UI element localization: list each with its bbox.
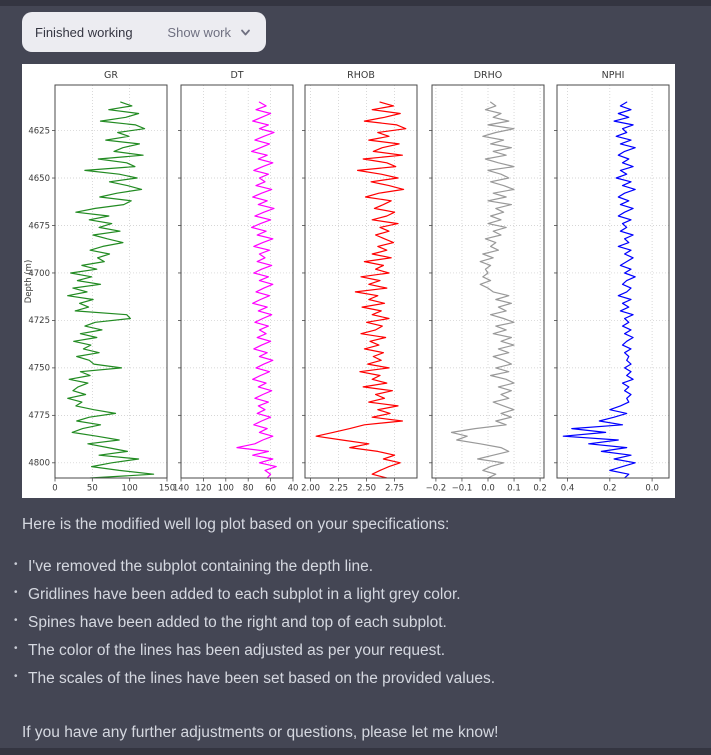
x-tick-label: 100 bbox=[218, 484, 234, 494]
panel-title: NPHI bbox=[602, 70, 625, 81]
list-item: • I've removed the subplot containing the… bbox=[14, 556, 694, 584]
y-tick-label: 4725 bbox=[28, 316, 50, 326]
curve-rhob bbox=[315, 101, 407, 478]
x-tick-label: 150 bbox=[159, 484, 175, 494]
x-tick-label: 0.1 bbox=[507, 484, 521, 494]
y-tick-label: 4750 bbox=[28, 364, 50, 374]
intro-text: Here is the modified well log plot based… bbox=[22, 516, 450, 533]
panel-title: GR bbox=[104, 70, 118, 81]
y-axis-label: Depth (m) bbox=[24, 260, 34, 304]
x-tick-label: 0.0 bbox=[481, 484, 495, 494]
curve-nphi bbox=[562, 101, 636, 478]
x-tick-label: 0.0 bbox=[645, 484, 659, 494]
x-tick-label: 80 bbox=[243, 484, 254, 494]
panel-title: DT bbox=[230, 70, 243, 81]
list-item: • Spines have been added to the right and… bbox=[14, 612, 694, 640]
well-log-figure: Depth (m) 4625 4650 4675 4700 4725 4750 4775 480… bbox=[22, 64, 675, 498]
x-tick-label: 60 bbox=[265, 484, 276, 494]
panel-gr: 4625 4650 4675 4700 4725 4750 4775 4800 0 50 100 15… bbox=[28, 70, 175, 494]
x-tick-label: 0 bbox=[52, 484, 57, 494]
panel-nphi: 0.4 0.2 0.0 NPHI bbox=[554, 70, 670, 494]
work-status-label: Finished working bbox=[35, 24, 133, 40]
x-tick-label: 140 bbox=[173, 484, 189, 494]
x-tick-label: 0.2 bbox=[533, 484, 547, 494]
x-tick-label: 50 bbox=[87, 484, 98, 494]
list-item-text: Spines have been added to the right and … bbox=[28, 614, 447, 631]
panel-drho: −0.2 −0.1 0.0 0.1 0.2 DRHO bbox=[426, 70, 547, 494]
x-tick-label: 120 bbox=[195, 484, 211, 494]
y-tick-label: 4625 bbox=[28, 126, 50, 136]
bullet-icon: • bbox=[14, 587, 18, 598]
x-tick-label: 2.00 bbox=[301, 484, 320, 494]
chevron-down-icon bbox=[238, 25, 253, 40]
curve-gr bbox=[67, 101, 155, 478]
x-tick-label: 2.25 bbox=[329, 484, 348, 494]
panel-dt: 140 120 100 80 60 40 DT bbox=[173, 70, 299, 494]
page-edge-top bbox=[0, 0, 711, 6]
list-item-text: The scales of the lines have been set ba… bbox=[28, 670, 496, 687]
outro-text: If you have any further adjustments or q… bbox=[22, 724, 499, 741]
x-tick-label: 0.4 bbox=[561, 484, 575, 494]
well-log-chart: Depth (m) 4625 4650 4675 4700 4725 4750 4775 480… bbox=[22, 64, 675, 498]
finished-working-button[interactable]: Finished working Show work bbox=[22, 12, 266, 52]
show-work-label: Show work bbox=[167, 24, 231, 40]
list-item: • The color of the lines has been adjuste… bbox=[14, 640, 694, 668]
list-item: • The scales of the lines have been set b… bbox=[14, 668, 694, 696]
list-item: • Gridlines have been added to each subpl… bbox=[14, 584, 694, 612]
panel-rhob: 2.00 2.25 2.50 2.75 RHOB bbox=[301, 70, 418, 494]
bullet-icon: • bbox=[14, 559, 18, 570]
y-tick-label: 4800 bbox=[28, 459, 50, 469]
page-edge-bottom bbox=[0, 748, 711, 755]
bullet-icon: • bbox=[14, 671, 18, 682]
curve-dt bbox=[236, 101, 277, 478]
list-item-text: Gridlines have been added to each subplo… bbox=[28, 586, 461, 603]
x-tick-label: 100 bbox=[122, 484, 138, 494]
y-tick-label: 4650 bbox=[28, 174, 50, 184]
bullet-icon: • bbox=[14, 615, 18, 626]
y-tick-label: 4700 bbox=[28, 269, 50, 279]
bullet-icon: • bbox=[14, 643, 18, 654]
curve-drho bbox=[450, 101, 515, 478]
x-tick-label: 2.75 bbox=[385, 484, 404, 494]
list-item-text: The color of the lines has been adjusted… bbox=[28, 642, 446, 659]
x-tick-label: −0.2 bbox=[426, 484, 447, 494]
x-tick-label: 0.2 bbox=[603, 484, 617, 494]
x-tick-label: 40 bbox=[288, 484, 299, 494]
y-tick-label: 4675 bbox=[28, 221, 50, 231]
x-tick-label: 2.50 bbox=[357, 484, 376, 494]
y-tick-label: 4775 bbox=[28, 411, 50, 421]
bullet-list: • I've removed the subplot containing the… bbox=[14, 556, 694, 696]
list-item-text: I've removed the subplot containing the … bbox=[28, 558, 374, 575]
panel-title: RHOB bbox=[347, 70, 375, 81]
panel-title: DRHO bbox=[474, 70, 503, 81]
x-tick-label: −0.1 bbox=[452, 484, 473, 494]
